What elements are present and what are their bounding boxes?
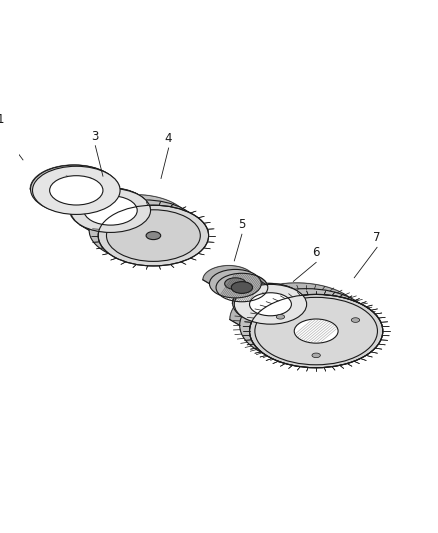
Ellipse shape	[312, 353, 320, 358]
Ellipse shape	[276, 314, 285, 319]
Ellipse shape	[106, 210, 200, 261]
Polygon shape	[80, 195, 208, 236]
Ellipse shape	[89, 200, 200, 261]
Ellipse shape	[240, 289, 373, 362]
Polygon shape	[30, 165, 120, 190]
Text: 3: 3	[92, 130, 99, 143]
Ellipse shape	[99, 187, 109, 191]
Ellipse shape	[49, 176, 103, 205]
Ellipse shape	[233, 284, 305, 323]
Ellipse shape	[225, 278, 246, 289]
Polygon shape	[230, 283, 382, 331]
Ellipse shape	[234, 285, 307, 324]
Ellipse shape	[32, 166, 120, 214]
Ellipse shape	[231, 281, 253, 293]
Ellipse shape	[250, 293, 291, 316]
Text: 7: 7	[373, 231, 381, 244]
Ellipse shape	[250, 294, 383, 368]
Text: 1: 1	[0, 114, 4, 126]
Ellipse shape	[209, 269, 261, 298]
Ellipse shape	[84, 196, 137, 225]
Polygon shape	[203, 265, 268, 287]
Ellipse shape	[147, 232, 159, 239]
Ellipse shape	[294, 319, 338, 343]
Ellipse shape	[248, 292, 290, 315]
Ellipse shape	[31, 165, 118, 213]
Ellipse shape	[98, 205, 208, 266]
Ellipse shape	[83, 195, 136, 224]
Ellipse shape	[70, 188, 149, 232]
Text: 4: 4	[165, 132, 173, 145]
Ellipse shape	[351, 318, 360, 322]
Ellipse shape	[48, 174, 101, 204]
Ellipse shape	[71, 189, 151, 232]
Polygon shape	[69, 188, 150, 211]
Ellipse shape	[286, 314, 346, 348]
Ellipse shape	[136, 225, 148, 232]
Ellipse shape	[255, 297, 378, 365]
Polygon shape	[232, 283, 306, 304]
Ellipse shape	[276, 309, 337, 342]
Text: 6: 6	[312, 246, 320, 260]
Text: 5: 5	[238, 218, 246, 231]
Ellipse shape	[146, 231, 161, 240]
